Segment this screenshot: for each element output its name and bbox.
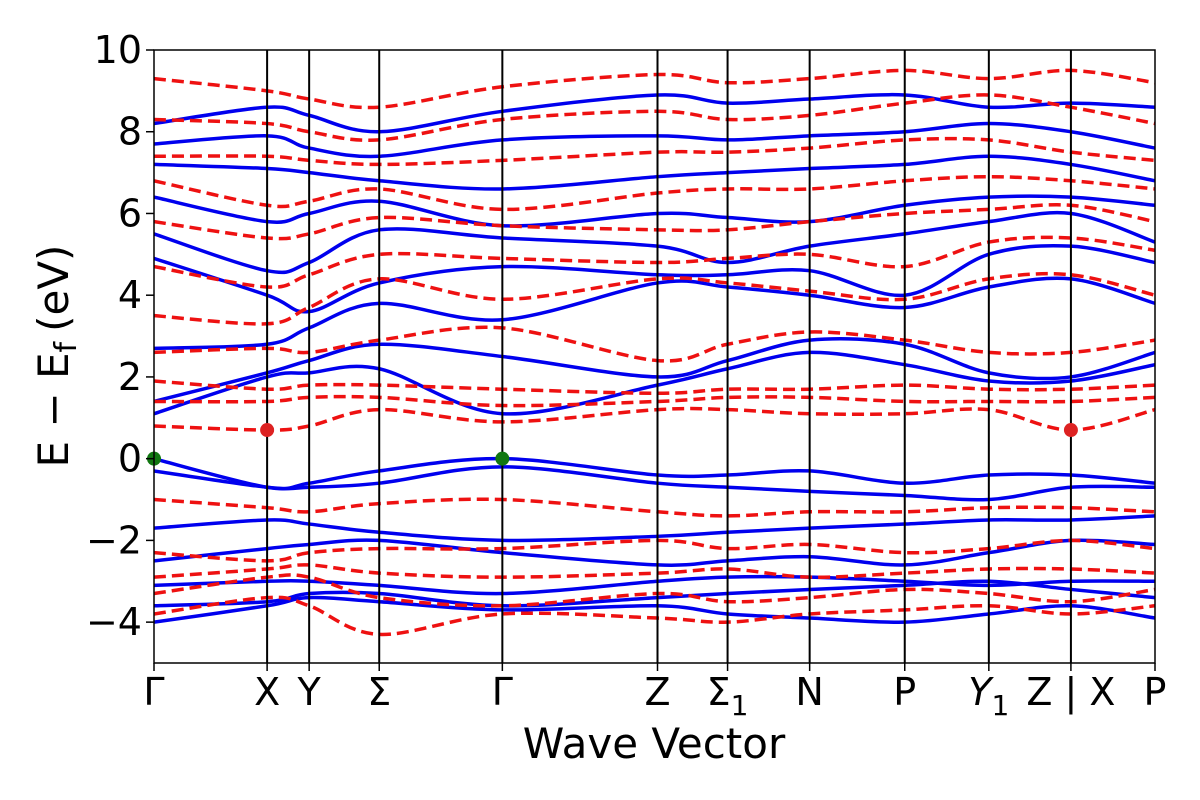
x-tick-label-main-0: Γ: [143, 670, 164, 714]
x-tick-label-6: Σ1: [707, 670, 749, 722]
y-tick-label-2: 0: [118, 437, 142, 481]
x-tick-label-main-1: X: [254, 670, 280, 714]
plot-frame: [153, 49, 1156, 664]
spin-down-band-30: [154, 93, 1155, 143]
x-tick-label-main-8: P: [893, 670, 916, 714]
x-tick-label-3: Σ: [367, 670, 391, 714]
x-tick-label-main-3: Σ: [367, 670, 391, 714]
x-tick-label-main-10: Z | X: [1026, 670, 1115, 715]
x-tick-label-4: Γ: [492, 670, 513, 714]
spin-down-band-28: [154, 174, 1155, 212]
y-tick-label-7: 10: [94, 28, 142, 72]
spin-down-band-17: [154, 573, 1155, 608]
x-tick-label-main-11: P: [1144, 670, 1167, 714]
x-tick-label-main-2: Y: [297, 670, 322, 714]
kpath-divider-lines: [266, 50, 1072, 663]
y-tick-label-3: 2: [118, 355, 142, 399]
spin-down-band-29: [154, 136, 1155, 167]
x-tick-label-9: Y1: [968, 670, 1009, 722]
x-tick-label-1: X: [254, 670, 280, 714]
x-tick-label-10: Z | X: [1026, 670, 1115, 715]
x-tick-label-main-5: Z: [644, 670, 670, 714]
spin-down-band-25: [154, 271, 1155, 326]
y-axis-title-unit: (eV): [29, 245, 78, 332]
spin-down-band-21: [154, 406, 1155, 432]
x-tick-label-2: Y: [297, 670, 322, 714]
spin-down-band-16: [154, 595, 1155, 637]
x-tick-label-sub-9: 1: [992, 689, 1010, 722]
x-axis-title: Wave Vector: [523, 719, 786, 768]
x-tick-label-0: Γ: [143, 670, 164, 714]
x-tick-label-main-6: Σ: [707, 670, 731, 714]
x-tick-label-11: P: [1144, 670, 1167, 714]
spin-up-band-8: [154, 337, 1155, 404]
x-tick-label-5: Z: [644, 670, 670, 714]
y-axis-title: E − Ef (eV): [29, 245, 84, 468]
y-tick-label-1: −2: [86, 518, 142, 562]
y-tick-label-4: 4: [118, 273, 142, 317]
x-tick-label-sub-6: 1: [731, 689, 749, 722]
y-axis-title-subscript: f: [49, 340, 84, 352]
y-axis-title-main: E − E: [29, 352, 78, 467]
spin-down-band-26: [154, 235, 1155, 289]
spin-down-band-22: [154, 394, 1155, 408]
y-tick-label-0: −4: [86, 600, 142, 644]
spin-down-band-27: [154, 203, 1155, 241]
y-tick-label-6: 8: [118, 110, 142, 154]
y-axis-ticks: −4 −2 0 2 4 6 8 10: [86, 28, 154, 644]
x-tick-label-7: N: [795, 670, 823, 714]
spin-up-band-4: [154, 514, 1155, 543]
y-tick-label-5: 6: [118, 191, 142, 235]
band-lines: [154, 68, 1155, 637]
vbm-marker-1: [495, 451, 510, 466]
spin-down-band-31: [154, 68, 1155, 110]
cbm-marker-3: [1063, 423, 1078, 438]
x-tick-label-main-4: Γ: [492, 670, 513, 714]
cbm-marker-2: [260, 423, 275, 438]
x-tick-label-8: P: [893, 670, 916, 714]
spin-up-band-15: [154, 92, 1155, 134]
x-tick-label-main-9: Y: [968, 670, 994, 714]
spin-down-band-20: [154, 497, 1155, 518]
spin-up-band-2: [154, 574, 1155, 596]
spin-down-band-24: [154, 325, 1155, 363]
x-tick-label-main-7: N: [795, 670, 823, 714]
